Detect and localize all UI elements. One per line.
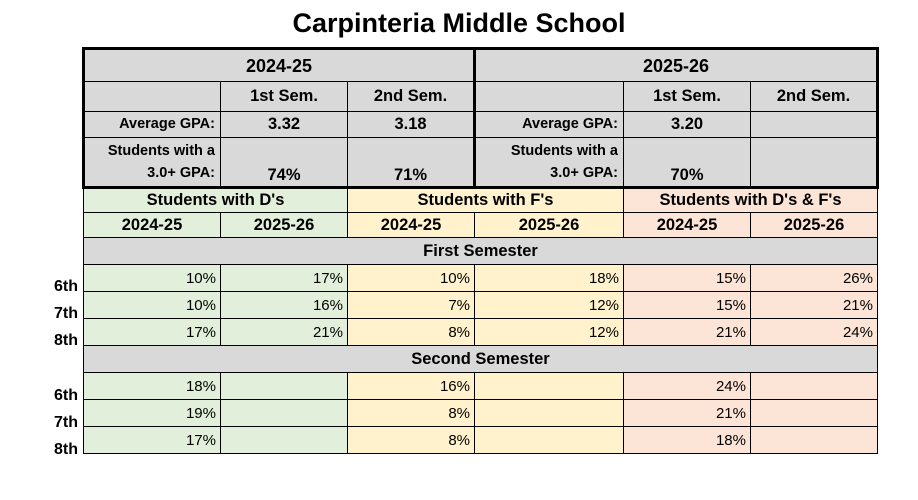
y2-sem2-header: 2nd Sem.	[750, 81, 879, 112]
ds-y1-cell: 18%	[83, 372, 221, 400]
ds-y1-cell: 10%	[83, 291, 221, 319]
ds-y2-cell: 21%	[220, 318, 348, 346]
y2-avg-s2	[750, 111, 879, 138]
dfs-y1-cell: 21%	[623, 399, 751, 427]
ds-y2-cell	[220, 399, 348, 427]
table-row: 17% 8% 18%	[83, 426, 878, 454]
y2-avg-s1: 3.20	[623, 111, 751, 138]
dfs-y2-cell: 24%	[750, 318, 878, 346]
ds-group-header: Students with D's	[83, 187, 348, 213]
gpa-table: 2024-25 2025-26 1st Sem. 2nd Sem. 1st Se…	[82, 47, 879, 454]
second-semester-header: Second Semester	[83, 345, 878, 373]
dfs-y1-cell: 21%	[623, 318, 751, 346]
year1-header: 2024-25	[82, 47, 476, 82]
gpa30-label: Students with a 3.0+ GPA:	[82, 137, 221, 189]
first-semester-header: First Semester	[83, 237, 878, 265]
y1-gpa30-s1: 74%	[220, 137, 348, 189]
fs-y1-cell: 7%	[347, 291, 475, 319]
fs-y1-cell: 8%	[347, 426, 475, 454]
grade-label: 6th	[54, 278, 78, 295]
blank-cell	[82, 81, 221, 112]
y1-avg-s1: 3.32	[220, 111, 348, 138]
ds-y2-cell: 17%	[220, 264, 348, 292]
grade-label: 7th	[54, 305, 78, 322]
fs-y2-cell	[474, 399, 624, 427]
y2-gpa30-s2	[750, 137, 879, 189]
dfs-year1-header: 2024-25	[623, 212, 751, 238]
avg-gpa-label: Average GPA:	[473, 111, 624, 138]
dfs-group-header: Students with D's & F's	[623, 187, 878, 213]
dfs-y2-cell	[750, 426, 878, 454]
grade-label: 8th	[54, 441, 78, 458]
dfs-y1-cell: 24%	[623, 372, 751, 400]
fs-y1-cell: 8%	[347, 399, 475, 427]
y2-sem1-header: 1st Sem.	[623, 81, 751, 112]
gpa30-label-line1: Students with a	[107, 143, 215, 159]
table-row: 10% 17% 10% 18% 15% 26%	[83, 264, 878, 292]
y1-avg-s2: 3.18	[347, 111, 476, 138]
gpa30-label-line2: 3.0+ GPA:	[550, 165, 618, 181]
y1-sem2-header: 2nd Sem.	[347, 81, 476, 112]
dfs-year2-header: 2025-26	[750, 212, 878, 238]
ds-y2-cell	[220, 426, 348, 454]
fs-y2-cell	[474, 372, 624, 400]
y2-gpa30-s1: 70%	[623, 137, 751, 189]
grade-label: 8th	[54, 332, 78, 349]
table-row: 17% 21% 8% 12% 21% 24%	[83, 318, 878, 346]
avg-gpa-label: Average GPA:	[82, 111, 221, 138]
dfs-y2-cell	[750, 399, 878, 427]
page-title: Carpinteria Middle School	[292, 8, 626, 38]
fs-year1-header: 2024-25	[347, 212, 475, 238]
fs-y2-cell: 12%	[474, 318, 624, 346]
dfs-y2-cell: 21%	[750, 291, 878, 319]
ds-y1-cell: 19%	[83, 399, 221, 427]
y1-sem1-header: 1st Sem.	[220, 81, 348, 112]
table-row: 18% 16% 24%	[83, 372, 878, 400]
grade-label: 6th	[54, 387, 78, 404]
dfs-y2-cell	[750, 372, 878, 400]
fs-y2-cell	[474, 426, 624, 454]
blank-cell	[473, 81, 624, 112]
ds-y2-cell	[220, 372, 348, 400]
fs-y2-cell: 12%	[474, 291, 624, 319]
fs-group-header: Students with F's	[347, 187, 624, 213]
fs-y2-cell: 18%	[474, 264, 624, 292]
dfs-y1-cell: 15%	[623, 264, 751, 292]
fs-y1-cell: 16%	[347, 372, 475, 400]
fs-y1-cell: 10%	[347, 264, 475, 292]
ds-year1-header: 2024-25	[83, 212, 221, 238]
ds-y2-cell: 16%	[220, 291, 348, 319]
ds-y1-cell: 17%	[83, 426, 221, 454]
grade-label: 7th	[54, 414, 78, 431]
year2-header: 2025-26	[473, 47, 879, 82]
ds-y1-cell: 10%	[83, 264, 221, 292]
gpa30-label-line2: 3.0+ GPA:	[147, 165, 215, 181]
gpa30-label: Students with a 3.0+ GPA:	[473, 137, 624, 189]
fs-y1-cell: 8%	[347, 318, 475, 346]
table-row: 10% 16% 7% 12% 15% 21%	[83, 291, 878, 319]
gpa30-label-line1: Students with a	[510, 143, 618, 159]
dfs-y1-cell: 18%	[623, 426, 751, 454]
ds-y1-cell: 17%	[83, 318, 221, 346]
dfs-y1-cell: 15%	[623, 291, 751, 319]
fs-year2-header: 2025-26	[474, 212, 624, 238]
ds-year2-header: 2025-26	[220, 212, 348, 238]
table-row: 19% 8% 21%	[83, 399, 878, 427]
y1-gpa30-s2: 71%	[347, 137, 476, 189]
dfs-y2-cell: 26%	[750, 264, 878, 292]
